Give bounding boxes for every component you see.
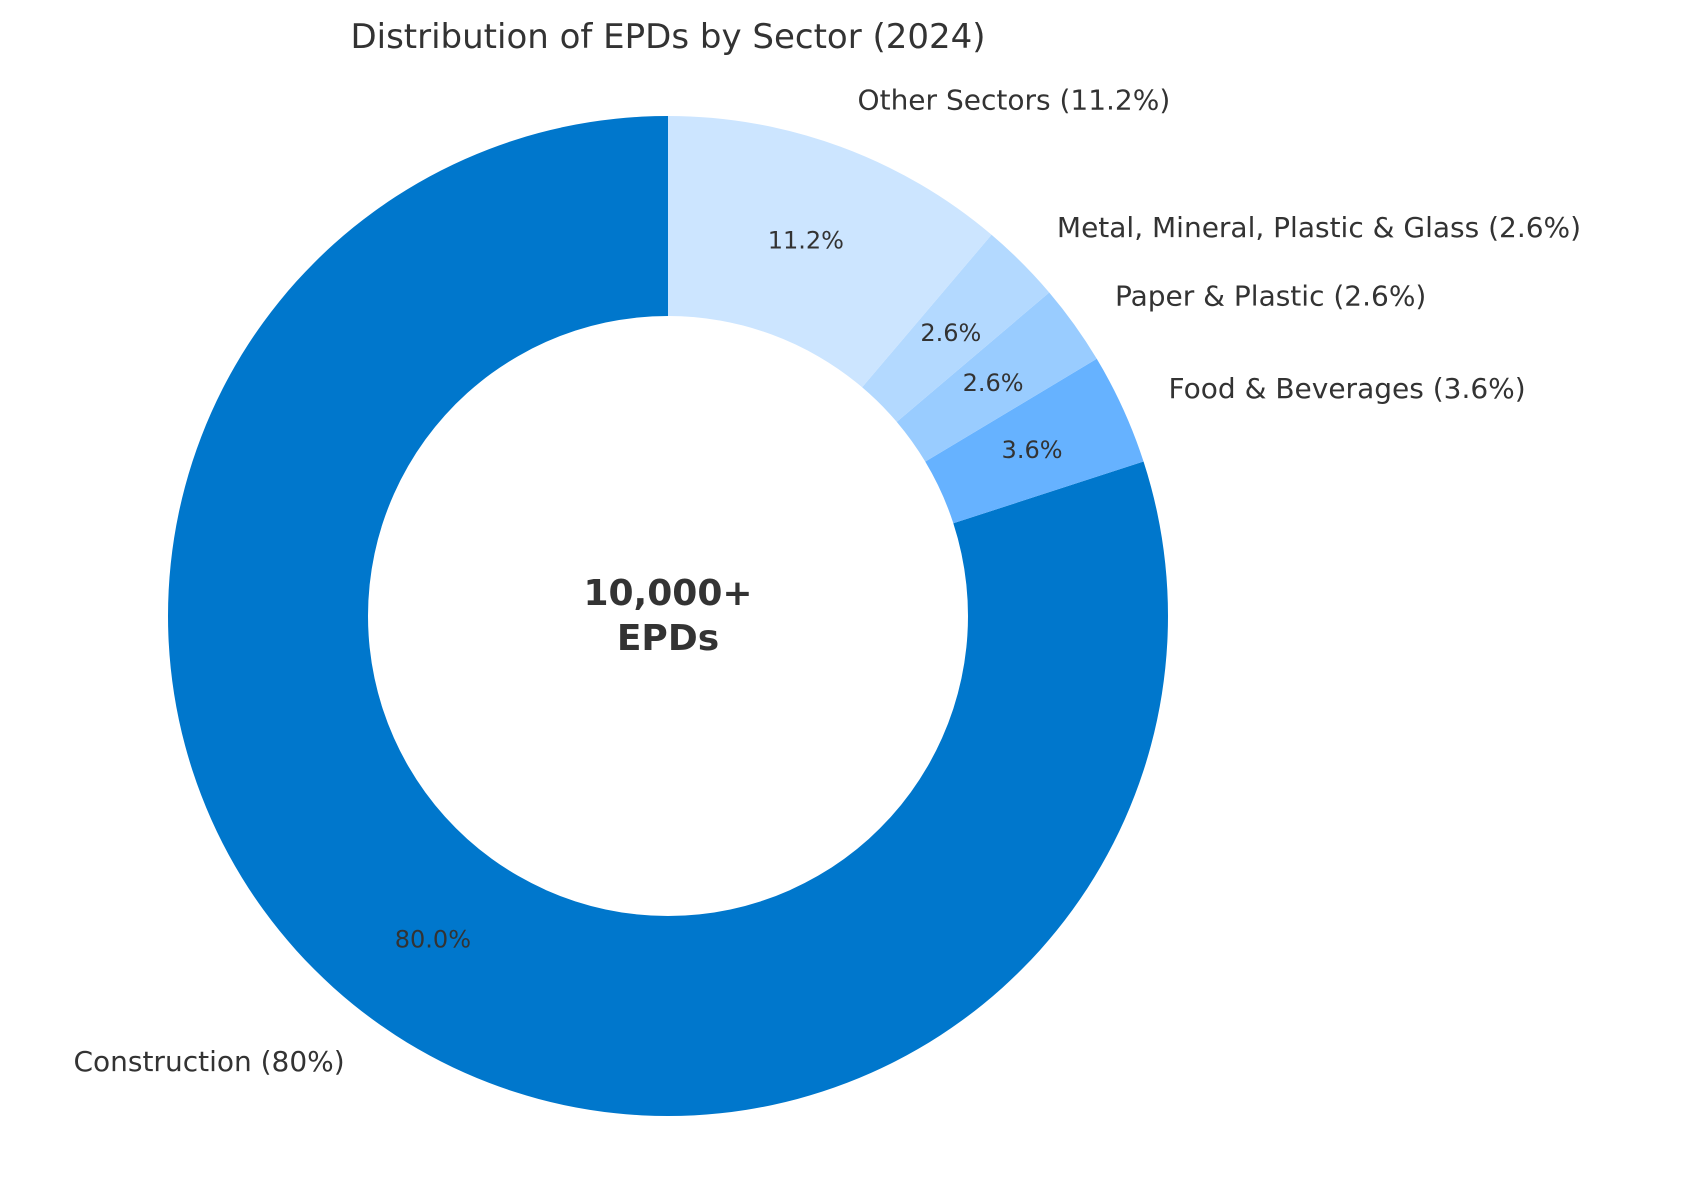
outer-label-paper-plastic: Paper & Plastic (2.6%) — [1115, 280, 1426, 313]
outer-labels-group: Construction (80%) Food & Beverages (3.6%… — [73, 84, 1581, 1078]
slice-food-beverages — [925, 358, 1144, 524]
percent-label-construction: 80.0% — [395, 926, 471, 954]
outer-label-construction: Construction (80%) — [73, 1045, 344, 1078]
percent-label-metal-mineral-plastic-glass: 2.6% — [920, 319, 981, 347]
outer-label-other-sectors: Other Sectors (11.2%) — [858, 84, 1171, 117]
slices-group — [167, 116, 1168, 1116]
slice-construction — [167, 116, 1168, 1116]
slice-other-sectors — [668, 116, 992, 388]
center-label-line-1: 10,000+ — [583, 573, 752, 614]
center-label-line-2: EPDs — [617, 618, 719, 659]
outer-label-metal-mineral-plastic-glass: Metal, Mineral, Plastic & Glass (2.6%) — [1057, 211, 1581, 244]
chart-title: Distribution of EPDs by Sector (2024) — [350, 17, 985, 57]
percent-label-other-sectors: 11.2% — [768, 227, 844, 255]
slice-paper-plastic — [896, 292, 1097, 462]
percent-label-paper-plastic: 2.6% — [963, 369, 1024, 397]
slice-metal-mineral-plastic-glass — [862, 234, 1050, 422]
percent-label-food-beverages: 3.6% — [1002, 436, 1063, 464]
outer-label-food-beverages: Food & Beverages (3.6%) — [1169, 372, 1526, 405]
percent-labels-group: 80.0% 3.6% 2.6% 2.6% 11.2% — [395, 227, 1063, 954]
